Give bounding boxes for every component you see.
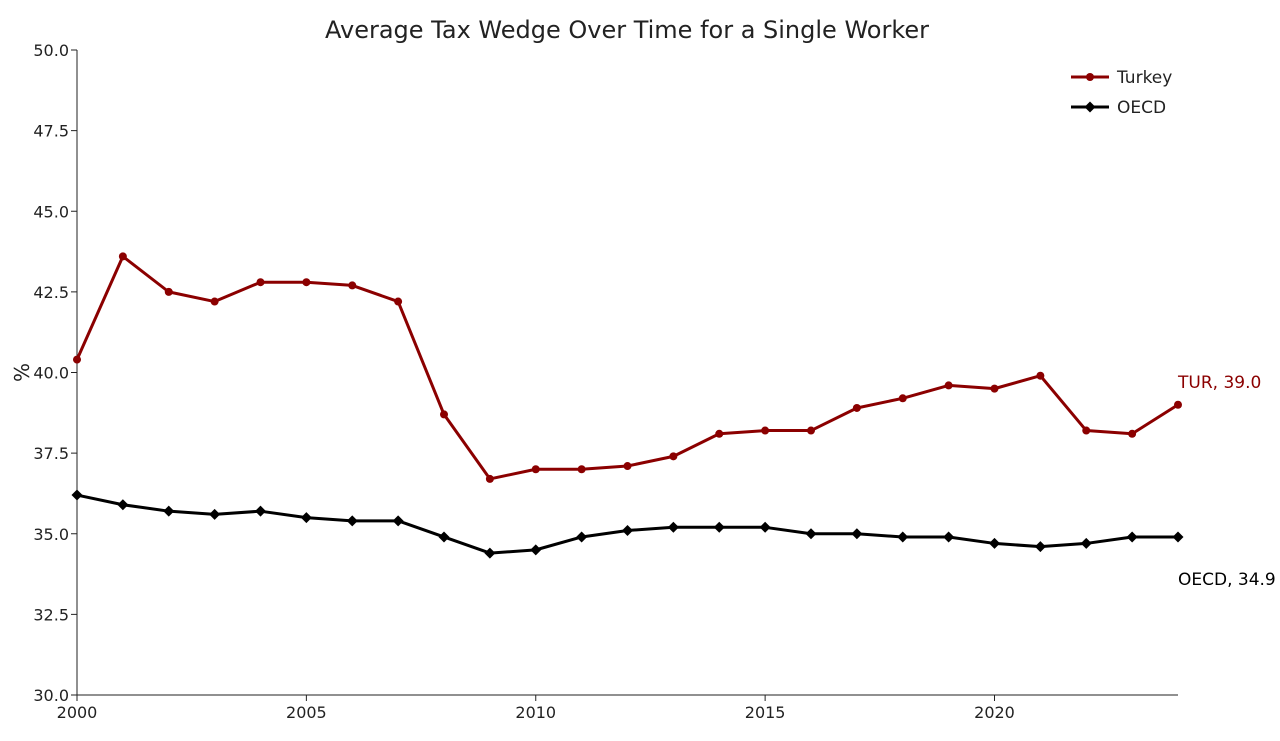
data-point-oecd [1126,531,1138,543]
data-point-oecd [897,531,909,543]
data-point-turkey [761,426,770,435]
data-point-oecd [346,515,358,527]
legend: Turkey OECD [1071,68,1172,118]
data-point-turkey [669,452,678,461]
data-point-turkey [1036,371,1045,380]
data-point-turkey [1128,429,1137,438]
data-point-turkey [1174,400,1182,409]
data-point-turkey [440,410,448,419]
data-point-turkey [1082,426,1091,435]
axes: 30.0 32.5 35.0 37.5 40.0 42.5 45.0 47.5 50.0 2000… [10,41,1178,722]
data-point-oecd [71,489,83,501]
data-point-oecd [438,531,450,543]
data-point-oecd [1172,531,1184,543]
series-line-oecd [76,493,1178,555]
data-point-turkey [623,462,632,471]
data-point-oecd [805,528,817,540]
y-tick-label: 45.0 [33,202,69,221]
data-point-oecd [1080,537,1092,549]
data-point-turkey [990,384,999,393]
legend-label: OECD [1117,98,1166,118]
data-point-oecd [667,521,679,533]
data-point-oecd [392,515,404,527]
data-point-turkey [531,465,540,474]
data-point-oecd [943,531,955,543]
y-tick-label: 42.5 [33,283,69,302]
data-point-oecd [759,521,771,533]
data-point-oecd [209,508,221,520]
data-point-turkey [210,297,219,306]
y-tick-label: 50.0 [33,41,69,60]
legend-entry-turkey: Turkey [1071,68,1172,88]
legend-marker [1084,101,1096,113]
data-point-oecd [117,499,129,511]
series-layer [71,252,1184,559]
end-labels: TUR, 39.0 OECD, 34.9 [1177,373,1276,590]
y-tick-label: 32.5 [33,605,69,624]
data-point-turkey [302,278,311,287]
y-tick-label: 47.5 [33,122,69,141]
y-tick-label: 37.5 [33,444,69,463]
y-tick-label: 35.0 [33,525,69,544]
end-label-turkey: TUR, 39.0 [1177,373,1261,393]
data-point-turkey [715,429,724,438]
legend-label: Turkey [1116,68,1172,88]
data-point-oecd [255,505,266,517]
x-tick-label: 2015 [745,703,786,722]
series-oecd [71,489,1184,559]
data-point-oecd [713,521,725,533]
y-axis-label: % [10,363,34,382]
x-tick-label: 2020 [974,703,1015,722]
data-point-oecd [163,505,175,517]
y-tick-label: 40.0 [33,364,69,383]
x-tick-label: 2000 [57,703,98,722]
x-tick-label: 2005 [286,703,327,722]
data-point-oecd [622,525,633,537]
series-turkey [73,252,1182,483]
data-point-turkey [256,278,265,287]
data-point-oecd [851,528,863,540]
legend-entry-oecd: OECD [1071,98,1166,118]
data-point-turkey [852,403,861,412]
data-point-turkey [348,281,357,290]
data-point-turkey [164,287,173,296]
chart-title: Average Tax Wedge Over Time for a Single… [325,16,929,44]
x-tick-label: 2010 [515,703,556,722]
data-point-turkey [944,381,953,390]
data-point-oecd [484,547,496,559]
y-tick-label: 30.0 [33,686,69,705]
data-point-turkey [73,355,81,364]
legend-marker [1086,73,1094,81]
data-point-oecd [576,531,588,543]
data-point-turkey [898,394,907,403]
end-label-oecd: OECD, 34.9 [1178,570,1276,590]
data-point-turkey [807,426,815,435]
data-point-turkey [577,465,586,474]
data-point-oecd [530,544,542,556]
data-point-turkey [118,252,127,261]
data-point-turkey [485,474,494,483]
data-point-turkey [394,297,403,306]
series-line-turkey [75,254,1179,481]
data-point-oecd [989,537,1000,549]
data-point-oecd [1034,541,1046,553]
data-point-oecd [300,512,312,524]
